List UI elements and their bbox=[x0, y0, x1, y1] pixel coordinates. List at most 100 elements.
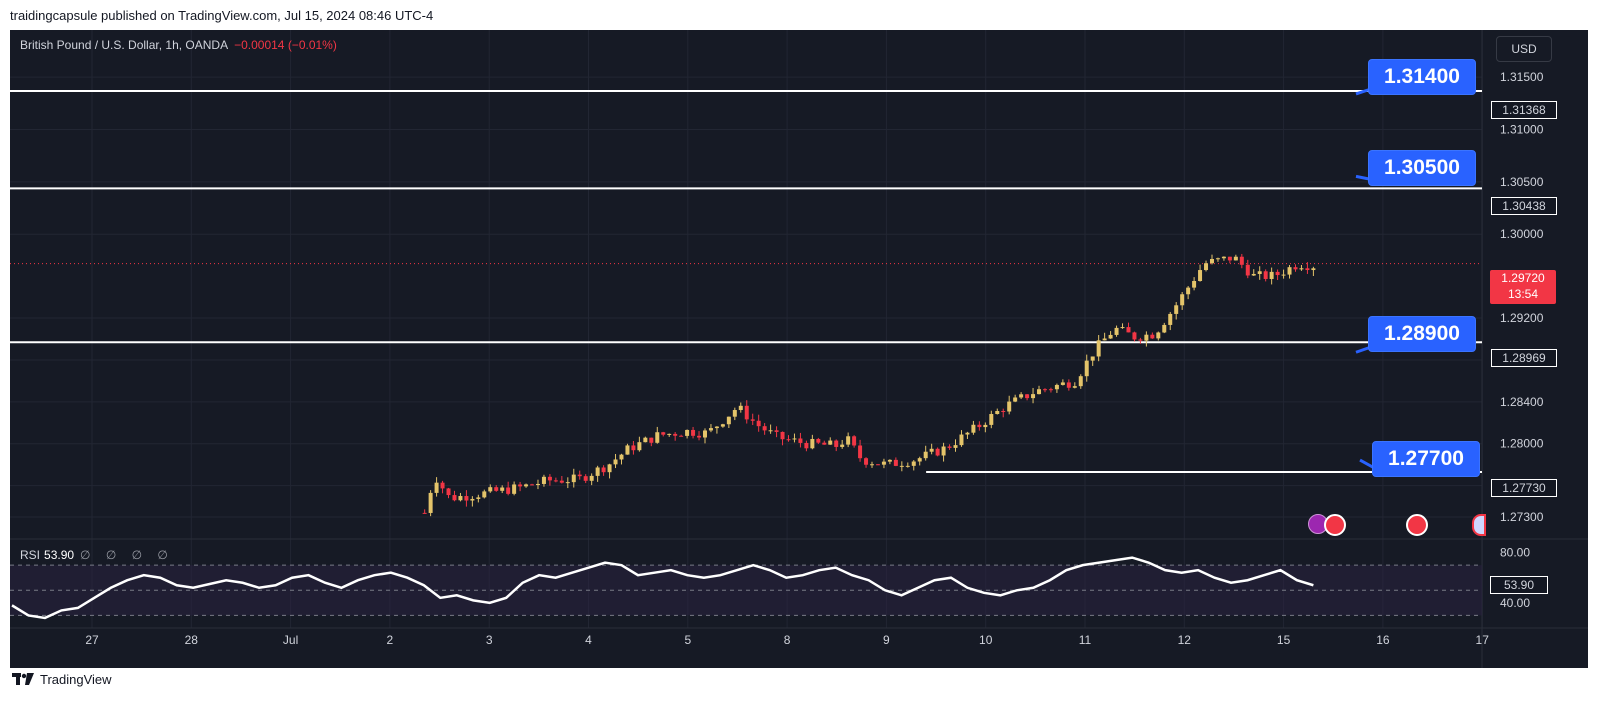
candle-body bbox=[697, 435, 702, 438]
bar-countdown: 13:54 bbox=[1507, 287, 1539, 301]
rsi-placeholders: ∅ ∅ ∅ ∅ bbox=[80, 548, 174, 562]
candle-body bbox=[1084, 360, 1089, 377]
candle-body bbox=[655, 432, 660, 443]
x-tick-label: 3 bbox=[486, 633, 493, 647]
rsi-label: RSI bbox=[20, 548, 41, 562]
candle-body bbox=[917, 458, 922, 462]
level-bubble-4: 1.27700 bbox=[1372, 441, 1480, 477]
candle-body bbox=[1198, 270, 1203, 281]
candle-body bbox=[828, 440, 833, 445]
candle-body bbox=[691, 429, 696, 436]
candle-body bbox=[720, 424, 725, 427]
x-tick-label: 2 bbox=[387, 633, 394, 647]
candle-body bbox=[875, 464, 880, 466]
candle-body bbox=[1019, 394, 1024, 398]
candle-body bbox=[643, 437, 648, 443]
candle-body bbox=[1215, 258, 1220, 260]
candle-body bbox=[1186, 287, 1191, 295]
candle-body bbox=[780, 431, 785, 440]
candle-body bbox=[786, 439, 791, 441]
candle-body bbox=[1013, 397, 1018, 402]
candle-body bbox=[1025, 394, 1030, 399]
candle-body bbox=[565, 482, 570, 484]
candle-body bbox=[804, 442, 809, 449]
candle-body bbox=[864, 458, 869, 465]
candle-body bbox=[1299, 268, 1304, 270]
candle-body bbox=[1054, 384, 1059, 390]
y-tick-label: 1.27300 bbox=[1500, 510, 1544, 524]
level-bubble-1: 1.31400 bbox=[1368, 59, 1476, 95]
x-tick-label: 16 bbox=[1376, 633, 1390, 647]
candle-body bbox=[732, 410, 737, 417]
rsi-legend[interactable]: RSI 53.90 ∅ ∅ ∅ ∅ bbox=[20, 548, 174, 562]
candle-body bbox=[846, 436, 851, 445]
level-bubble-3: 1.28900 bbox=[1368, 316, 1476, 352]
candle-body bbox=[488, 487, 493, 492]
candle-body bbox=[1245, 264, 1250, 276]
candle-body bbox=[661, 432, 666, 435]
candle-body bbox=[899, 465, 904, 467]
candle-body bbox=[1287, 267, 1292, 275]
candle-body bbox=[1037, 389, 1042, 395]
candle-body bbox=[834, 440, 839, 447]
symbol-legend[interactable]: British Pound / U.S. Dollar, 1h, OANDA −0… bbox=[20, 38, 337, 52]
candle-body bbox=[512, 484, 517, 494]
candle-body bbox=[500, 487, 505, 491]
candle-body bbox=[1114, 327, 1119, 335]
rsi-value: 53.90 bbox=[44, 548, 75, 562]
currency-button[interactable]: USD bbox=[1496, 36, 1552, 62]
chart-canvas[interactable]: 27 28 Jul 2 3 4 5 8 9 10 11 12 15 16 171.315001.310001… bbox=[10, 30, 1588, 668]
candle-body bbox=[673, 433, 678, 436]
candle-body bbox=[1305, 268, 1310, 271]
x-tick-label: 10 bbox=[979, 633, 993, 647]
candle-body bbox=[1263, 271, 1268, 279]
candle-body bbox=[1269, 271, 1274, 279]
candle-body bbox=[1251, 273, 1256, 276]
candle-body bbox=[1174, 305, 1179, 314]
candle-body bbox=[446, 488, 451, 496]
candle-body bbox=[929, 448, 934, 452]
candle-body bbox=[816, 438, 821, 443]
y-tick-label: 1.31500 bbox=[1500, 70, 1544, 84]
candle-body bbox=[518, 484, 523, 487]
candle-body bbox=[708, 428, 713, 431]
uk-flag-icon[interactable] bbox=[1472, 514, 1486, 536]
candle-body bbox=[440, 482, 445, 489]
candle-body bbox=[535, 483, 540, 486]
candle-body bbox=[1162, 324, 1167, 333]
candle-body bbox=[893, 459, 898, 466]
candle-body bbox=[1168, 313, 1173, 325]
candle-body bbox=[1120, 327, 1125, 329]
level-price-tag-3: 1.28969 bbox=[1491, 349, 1557, 367]
chart-area[interactable]: 27 28 Jul 2 3 4 5 8 9 10 11 12 15 16 17 1.31500 1.31000 1… bbox=[10, 30, 1588, 668]
candle-body bbox=[464, 496, 469, 501]
candle-body bbox=[935, 448, 940, 456]
candle-body bbox=[679, 435, 684, 437]
y-tick-label: 1.28400 bbox=[1500, 395, 1544, 409]
candle-body bbox=[494, 487, 499, 491]
candle-body bbox=[434, 482, 439, 493]
candle-body bbox=[547, 476, 552, 481]
candle-body bbox=[470, 498, 475, 501]
x-tick-label: 8 bbox=[784, 633, 791, 647]
symbol-name: British Pound / U.S. Dollar, 1h, OANDA bbox=[20, 38, 229, 52]
publish-header: traidingcapsule published on TradingView… bbox=[10, 8, 434, 23]
candle-body bbox=[649, 437, 654, 443]
candle-body bbox=[810, 438, 815, 449]
candle-body bbox=[1078, 376, 1083, 387]
us-flag-icon[interactable] bbox=[1406, 514, 1428, 536]
candle-body bbox=[541, 476, 546, 484]
candle-body bbox=[1209, 258, 1214, 264]
x-tick-label: 5 bbox=[684, 633, 691, 647]
candle-body bbox=[595, 467, 600, 476]
current-price: 1.29720 bbox=[1501, 271, 1545, 285]
level-price-tag-2: 1.30438 bbox=[1491, 197, 1557, 215]
candle-body bbox=[768, 430, 773, 432]
x-tick-label: 11 bbox=[1079, 633, 1092, 647]
candle-body bbox=[971, 424, 976, 433]
candle-body bbox=[1066, 382, 1071, 388]
candle-body bbox=[714, 426, 719, 429]
us-flag-icon[interactable] bbox=[1324, 514, 1346, 536]
candle-body bbox=[1180, 294, 1185, 306]
candle-body bbox=[762, 426, 767, 431]
